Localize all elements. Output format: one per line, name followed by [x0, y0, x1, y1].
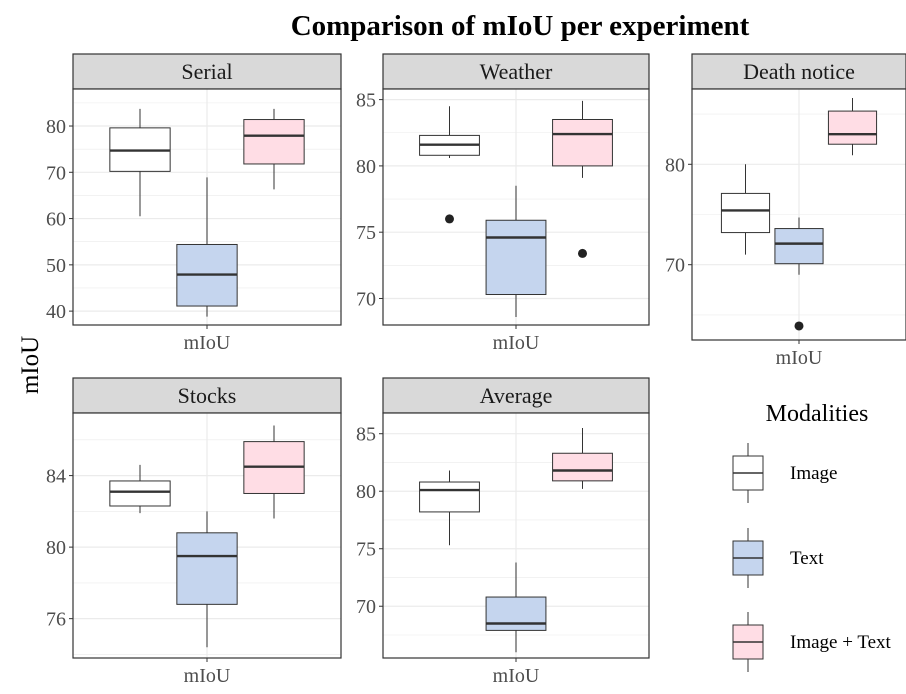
panel-average-box-image-text-body — [552, 452, 613, 482]
panel-serial-y-tick-label: 80 — [46, 116, 66, 138]
panel-serial-y-tick-label: 60 — [46, 209, 66, 231]
panel-serial-y-tick-label: 50 — [46, 255, 66, 277]
panel-stocks-strip-label: Stocks — [178, 383, 237, 408]
panel-serial-strip-label: Serial — [181, 59, 232, 84]
panel-death-notice-box-image-text — [827, 98, 878, 156]
panel-weather-box-text-body — [485, 219, 547, 296]
panel-weather-strip-label: Weather — [480, 59, 553, 84]
panel-death-notice: Death notice 70 80 mIoU — [665, 53, 906, 369]
panel-stocks-y-tick-label: 80 — [46, 537, 66, 559]
panel-death-notice-strip-label: Death notice — [743, 59, 855, 84]
panel-serial-strip — [72, 53, 342, 90]
y-axis-label: mIoU — [17, 336, 44, 394]
panel-death-notice-box-image — [720, 164, 771, 255]
panel-stocks-box-text — [176, 511, 238, 648]
panel-serial-box-text — [176, 177, 238, 317]
legend-key-image-text-label: Image + Text — [790, 632, 892, 653]
chart-title: Comparison of mIoU per experiment — [291, 10, 750, 42]
panel-weather-box-image-text — [552, 100, 613, 258]
panel-stocks-box-image-body — [109, 480, 171, 507]
panel-weather-box-image-text-body — [552, 118, 613, 167]
panel-average-box-image-text — [552, 427, 613, 489]
panel-death-notice-y-tick-label: 80 — [665, 154, 685, 176]
panel-death-notice-y-tick-label: 70 — [665, 255, 685, 277]
panel-average-strip — [382, 377, 650, 414]
legend-key-image-text: Image + Text — [732, 612, 892, 672]
panel-stocks-x-tick-label: mIoU — [184, 665, 231, 687]
panel-average-y-tick-label: 70 — [356, 596, 376, 618]
panel-serial-y-tick-label: 70 — [46, 162, 66, 184]
panel-weather-box-text — [485, 185, 547, 318]
panel-average-y-tick-label: 75 — [356, 539, 376, 561]
panel-weather-y-tick-label: 70 — [356, 288, 376, 310]
panel-stocks-box-image — [109, 464, 171, 514]
panels: Serial4050607080mIoUWeather70758085mIoUD… — [46, 53, 906, 687]
panel-stocks-box-image-text — [243, 425, 305, 519]
panel-death-notice-box-image-text-body — [827, 110, 878, 145]
legend-key-image-label: Image — [790, 463, 837, 484]
panel-death-notice-box-text — [774, 217, 824, 331]
panel-death-notice-box-image-body — [720, 192, 771, 234]
panel-average-box-image — [419, 470, 480, 546]
panel-average-box-image-body — [419, 481, 480, 513]
panel-weather-box-image-outlier — [445, 214, 454, 224]
panel-serial-x-tick-label: mIoU — [184, 332, 231, 354]
panel-weather-y-tick-label: 80 — [356, 156, 376, 178]
panel-average: Average 70 75 80 85 mIoU — [356, 377, 650, 687]
panel-stocks-strip — [72, 377, 342, 414]
panel-serial-box-image — [109, 108, 171, 217]
panel-average-strip-label: Average — [480, 383, 553, 408]
panel-death-notice-x-tick-label: mIoU — [776, 347, 823, 369]
panel-serial-box-image-text — [243, 108, 305, 190]
panel-weather-y-tick-label: 75 — [356, 222, 376, 244]
legend-keys: Image Text Image + Text — [732, 443, 892, 672]
panel-serial: Serial 40 50 60 70 80 mIoU — [46, 53, 342, 354]
legend-key-text-label: Text — [790, 548, 824, 569]
panel-death-notice-box-text-outlier — [794, 321, 804, 331]
panel-weather-y-tick-label: 85 — [356, 90, 376, 112]
panel-death-notice-strip — [691, 53, 906, 90]
legend-key-text: Text — [732, 528, 824, 588]
panel-stocks: Stocks 76 80 84 mIoU — [46, 377, 342, 687]
panel-average-x-tick-label: mIoU — [493, 665, 540, 687]
panel-weather-strip — [382, 53, 650, 90]
panel-death-notice-box-text-body — [774, 228, 824, 265]
panel-weather-x-tick-label: mIoU — [493, 332, 540, 354]
panel-weather-box-image — [419, 106, 480, 224]
panel-average-box-text-body — [485, 596, 547, 631]
panel-average-box-text — [485, 562, 547, 653]
panel-stocks-y-tick-label: 84 — [46, 466, 66, 488]
legend-key-image: Image — [732, 443, 837, 503]
legend: Modalities Image Text Image + Text — [732, 401, 892, 672]
panel-serial-y-tick-label: 40 — [46, 301, 66, 323]
panel-average-y-tick-label: 80 — [356, 481, 376, 503]
panel-weather: Weather 70 75 80 85 mIoU — [356, 53, 650, 354]
panel-stocks-box-text-body — [176, 532, 238, 605]
panel-average-y-tick-label: 85 — [356, 424, 376, 446]
panel-weather-box-image-text-outlier — [578, 248, 587, 258]
panel-serial-box-image-text-body — [243, 119, 305, 165]
panel-stocks-y-tick-label: 76 — [46, 609, 66, 631]
legend-title: Modalities — [766, 401, 869, 427]
